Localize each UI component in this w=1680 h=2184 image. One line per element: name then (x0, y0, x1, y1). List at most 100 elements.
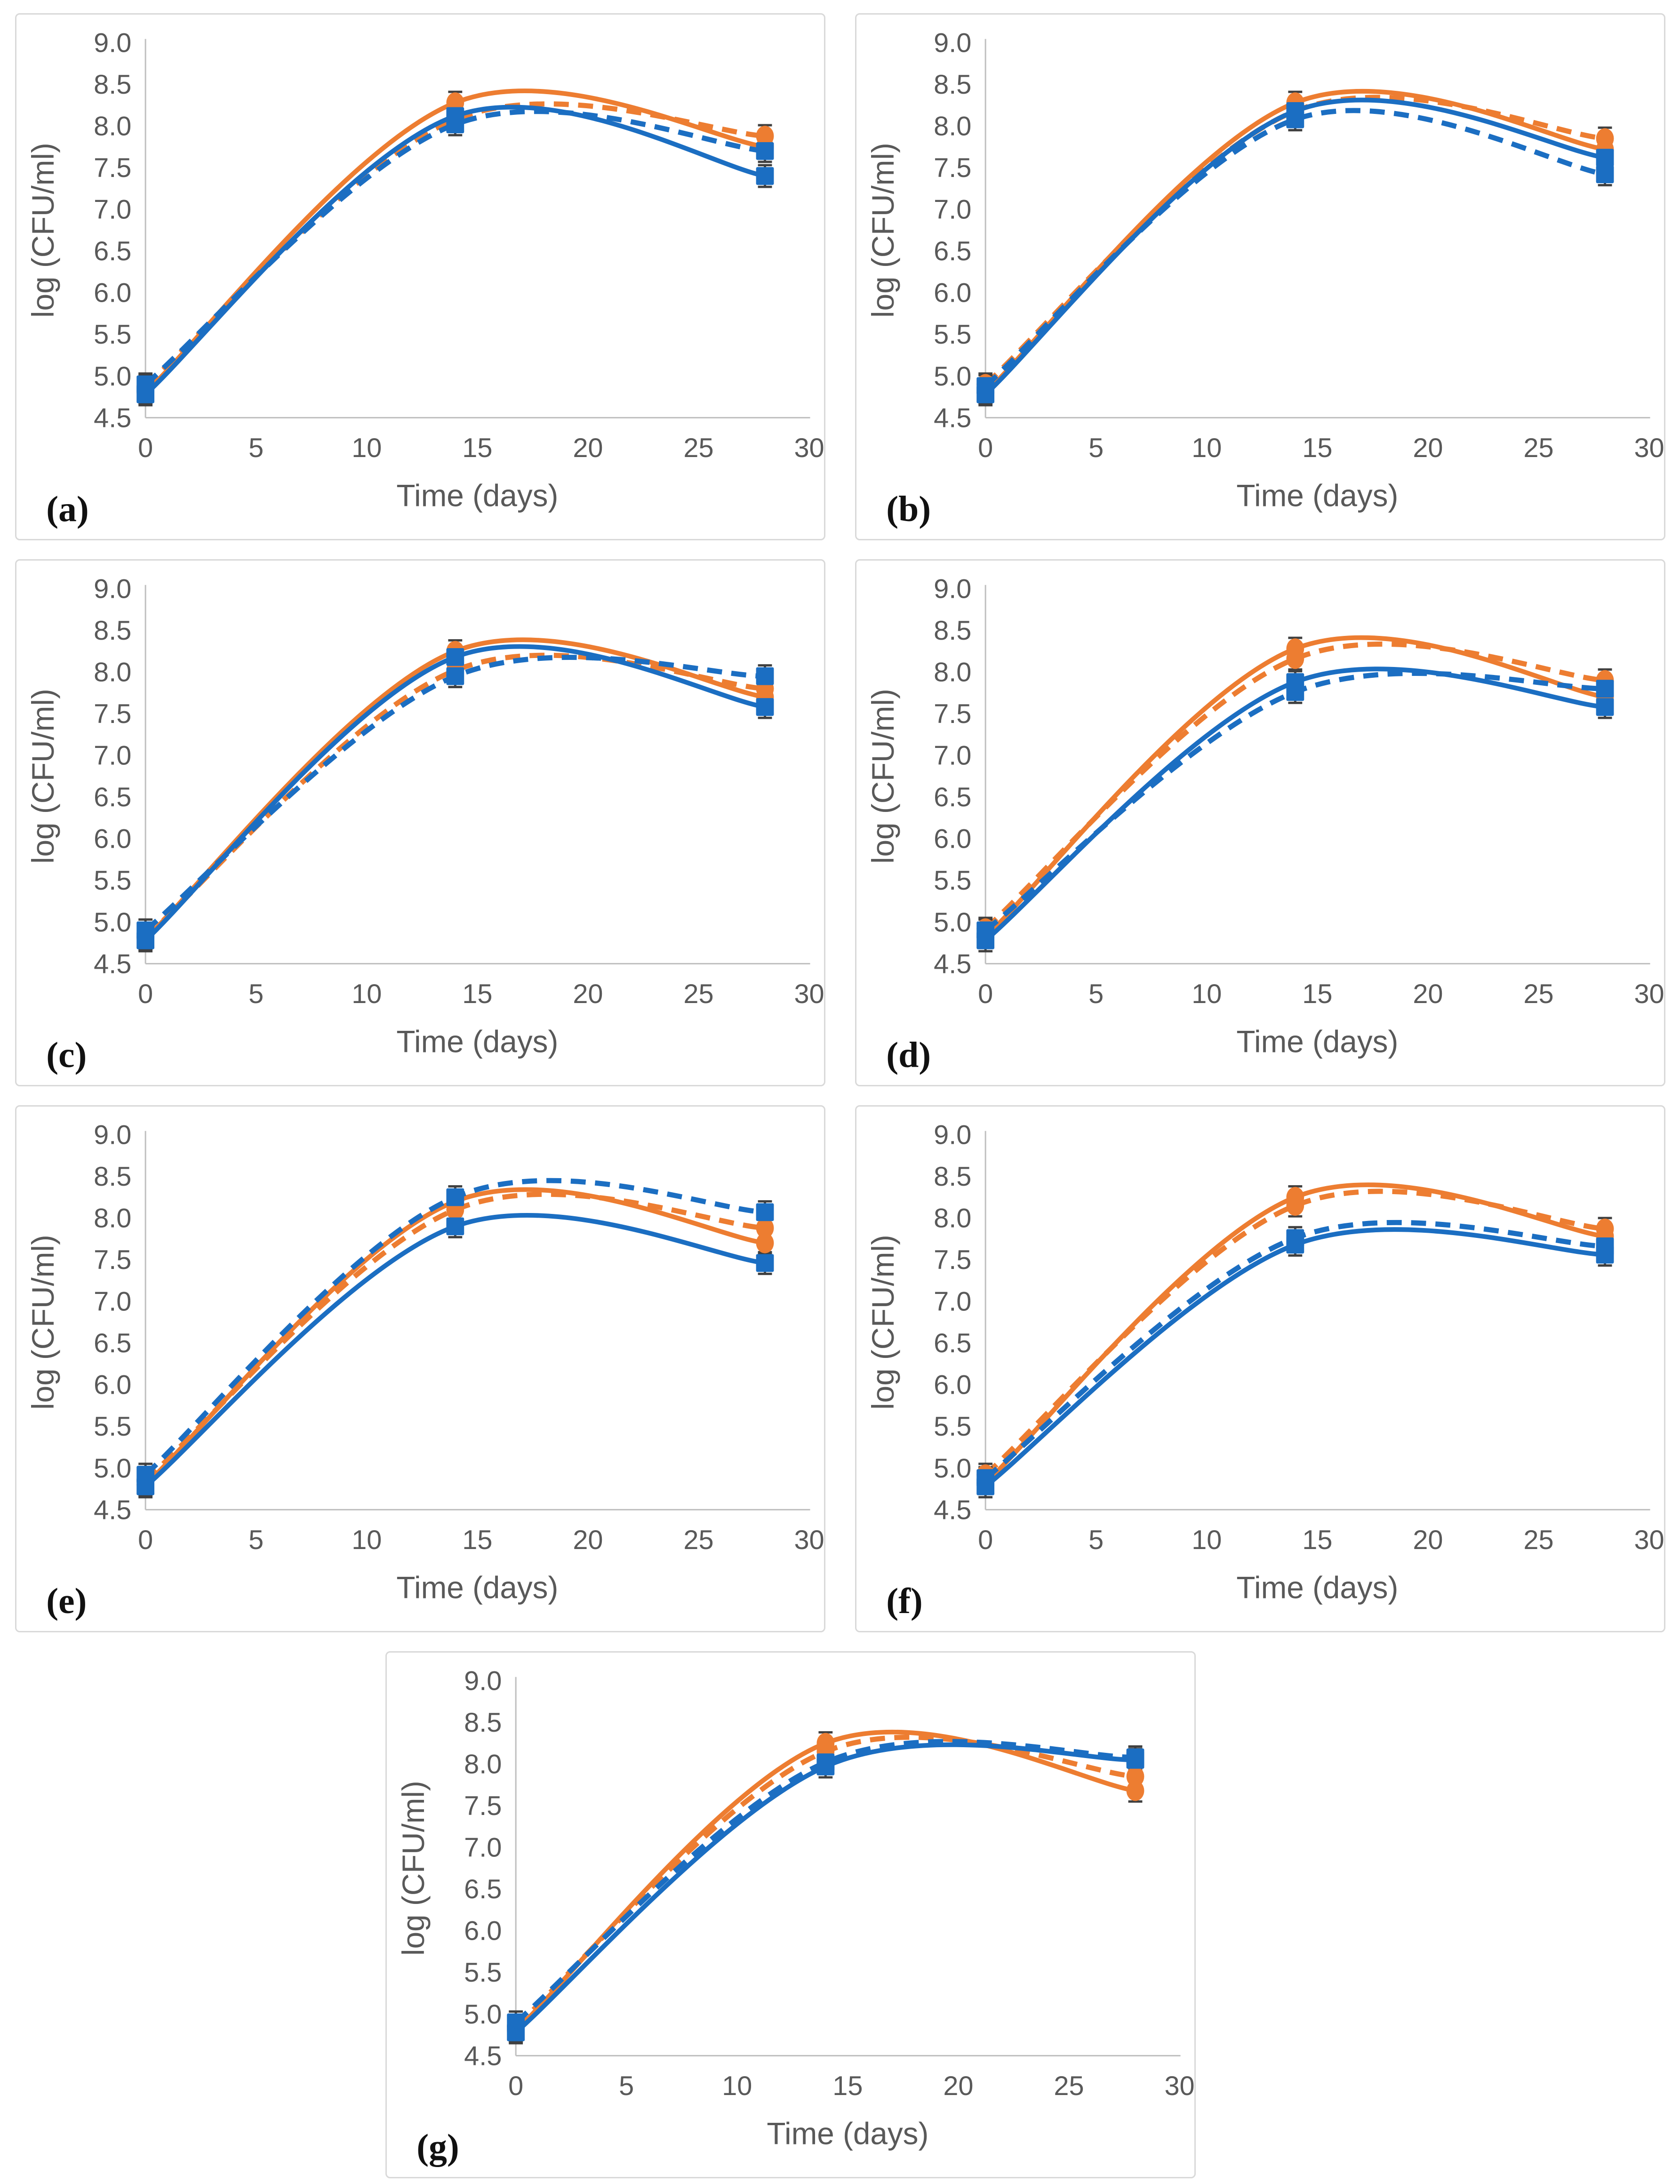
x-tick-label: 5 (1088, 979, 1104, 1009)
data-point-square-marker (976, 385, 995, 403)
y-tick-label: 8.0 (94, 112, 131, 142)
y-axis-title: log (CFU/ml) (26, 143, 60, 318)
y-tick-label: 6.0 (934, 1370, 971, 1400)
data-point-square-marker (446, 1217, 464, 1236)
y-tick-label: 5.0 (94, 907, 131, 938)
data-point-square-marker (756, 167, 774, 185)
y-tick-label: 5.5 (94, 1412, 131, 1442)
panel-letter: (c) (46, 1035, 87, 1075)
y-tick-label: 7.5 (94, 699, 131, 729)
y-tick-label: 9.0 (934, 1120, 971, 1150)
x-axis-title: Time (days) (396, 1024, 558, 1059)
y-tick-label: 9.0 (934, 574, 971, 604)
y-tick-label: 7.5 (464, 1791, 502, 1821)
y-tick-label: 5.0 (934, 907, 971, 938)
x-axis-title: Time (days) (396, 1570, 558, 1605)
chart-panel-g: 4.5 5.0 5.5 6.0 6.5 7.0 7.5 8.0 8.5 9.0 0 5 10 15 20 25… (385, 1651, 1196, 2178)
y-tick-label: 8.5 (934, 616, 971, 646)
x-tick-label: 20 (573, 979, 603, 1009)
data-point-circle-marker (756, 1232, 774, 1253)
growth-curve-chart-g: 4.5 5.0 5.5 6.0 6.5 7.0 7.5 8.0 8.5 9.0 0 5 10 15 20 25… (396, 1666, 1194, 2168)
x-tick-label: 30 (1164, 2071, 1194, 2101)
panel-letter: (d) (886, 1035, 931, 1075)
y-tick-label: 7.0 (934, 741, 971, 771)
x-tick-label: 5 (619, 2071, 634, 2101)
x-tick-label: 20 (943, 2071, 973, 2101)
series-line-blue-solid (984, 1227, 1605, 1488)
y-tick-label: 4.5 (94, 1495, 131, 1525)
x-tick-label: 15 (1302, 1525, 1332, 1555)
y-tick-label: 6.0 (934, 278, 971, 308)
x-axis-title: Time (days) (767, 2116, 928, 2151)
data-point-square-marker (136, 1477, 155, 1495)
series-line-blue-dashed (144, 109, 766, 386)
y-tick-label: 4.5 (94, 403, 131, 433)
series-line-blue-solid (984, 97, 1606, 396)
x-tick-label: 15 (832, 2071, 863, 2101)
data-point-square-marker (1286, 673, 1304, 691)
series-line-orange-dashed (144, 652, 765, 939)
series-line-blue-dashed (984, 1220, 1605, 1480)
y-tick-label: 5.5 (934, 866, 971, 896)
y-tick-label: 4.5 (934, 949, 971, 979)
y-tick-label: 8.0 (94, 1204, 131, 1234)
series-line-blue-dashed (984, 108, 1606, 388)
growth-curve-chart-c: 4.5 5.0 5.5 6.0 6.5 7.0 7.5 8.0 8.5 9.0 0 5 10 15 20 25… (26, 574, 824, 1076)
x-tick-label: 30 (1634, 433, 1664, 463)
x-tick-label: 25 (683, 979, 713, 1009)
series-line-blue-solid (984, 666, 1605, 942)
y-tick-label: 9.0 (94, 28, 131, 58)
data-point-square-marker (756, 1254, 774, 1272)
y-tick-label: 7.0 (464, 1833, 502, 1863)
chart-panel-a: 4.5 5.0 5.5 6.0 6.5 7.0 7.5 8.0 8.5 9.0 0 5 10 15 20 25… (15, 13, 825, 540)
x-tick-label: 20 (573, 1525, 603, 1555)
y-tick-label: 5.5 (934, 320, 971, 350)
panel-letter: (b) (886, 489, 931, 529)
y-tick-label: 4.5 (934, 403, 971, 433)
x-tick-label: 25 (683, 1525, 713, 1555)
y-tick-label: 7.5 (934, 153, 971, 183)
panel-letter: (a) (46, 489, 88, 529)
x-tick-label: 5 (248, 979, 264, 1009)
series-line-orange-solid (984, 88, 1606, 394)
x-tick-label: 10 (722, 2071, 752, 2101)
panel-letter: (e) (46, 1581, 87, 1621)
chart-panel-c: 4.5 5.0 5.5 6.0 6.5 7.0 7.5 8.0 8.5 9.0 0 5 10 15 20 25… (15, 559, 825, 1086)
data-point-square-marker (136, 931, 155, 949)
y-tick-label: 7.5 (934, 699, 971, 729)
data-point-square-marker (1286, 1236, 1304, 1254)
growth-curve-chart-a: 4.5 5.0 5.5 6.0 6.5 7.0 7.5 8.0 8.5 9.0 0 5 10 15 20 25… (26, 28, 824, 530)
x-tick-label: 5 (248, 1525, 264, 1555)
x-tick-label: 0 (978, 433, 993, 463)
x-tick-label: 0 (978, 979, 993, 1009)
data-point-square-marker (756, 667, 774, 685)
x-tick-label: 15 (462, 1525, 492, 1555)
data-point-circle-marker (1286, 1187, 1304, 1208)
x-axis-title: Time (days) (396, 478, 558, 513)
x-tick-label: 5 (1088, 1525, 1104, 1555)
y-tick-label: 8.0 (934, 1204, 971, 1234)
y-tick-label: 5.0 (934, 1453, 971, 1484)
growth-curve-chart-e: 4.5 5.0 5.5 6.0 6.5 7.0 7.5 8.0 8.5 9.0 0 5 10 15 20 25… (26, 1120, 824, 1622)
series-line-orange-dashed (984, 95, 1606, 386)
y-tick-label: 6.0 (464, 1916, 502, 1946)
y-tick-label: 8.0 (464, 1750, 502, 1780)
y-tick-label: 6.5 (464, 1874, 502, 1904)
y-tick-label: 5.0 (94, 361, 131, 392)
y-tick-label: 7.0 (934, 1287, 971, 1317)
data-point-circle-marker (1286, 638, 1304, 659)
x-tick-label: 10 (352, 433, 382, 463)
y-tick-label: 9.0 (94, 1120, 131, 1150)
y-tick-label: 5.5 (94, 320, 131, 350)
x-tick-label: 15 (462, 433, 492, 463)
growth-curve-chart-f: 4.5 5.0 5.5 6.0 6.5 7.0 7.5 8.0 8.5 9.0 0 5 10 15 20 25… (866, 1120, 1664, 1622)
x-tick-label: 30 (1634, 1525, 1664, 1555)
x-tick-label: 20 (573, 433, 603, 463)
data-point-square-marker (816, 1758, 835, 1775)
data-point-square-marker (446, 648, 464, 666)
y-tick-label: 8.5 (934, 1162, 971, 1192)
y-tick-label: 5.5 (934, 1412, 971, 1442)
growth-curve-chart-d: 4.5 5.0 5.5 6.0 6.5 7.0 7.5 8.0 8.5 9.0 0 5 10 15 20 25… (866, 574, 1664, 1076)
y-tick-label: 5.0 (934, 361, 971, 392)
y-tick-label: 8.5 (94, 70, 131, 100)
